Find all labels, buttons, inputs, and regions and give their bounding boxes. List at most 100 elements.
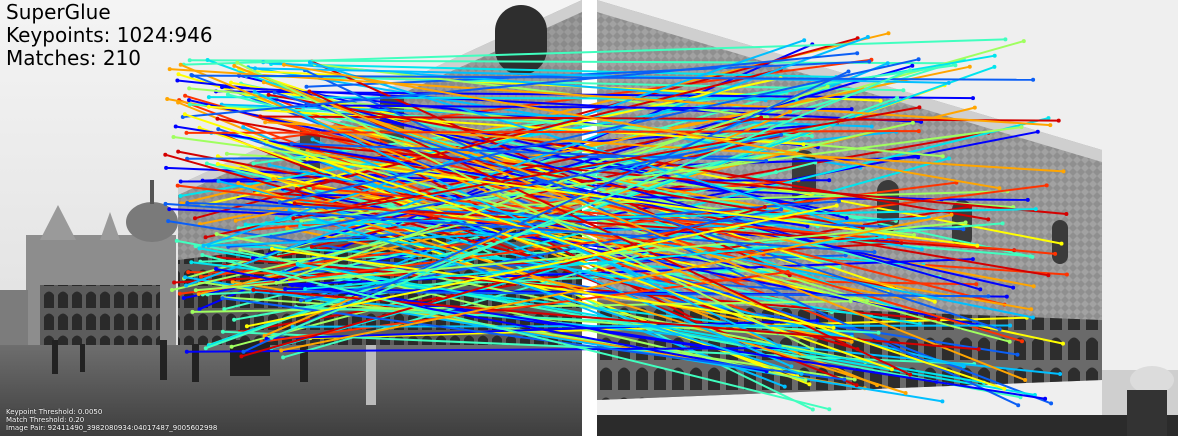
match-line <box>274 91 1001 331</box>
keypoint-marker <box>886 31 891 36</box>
keypoint-marker <box>919 119 924 124</box>
keypoint-marker <box>895 96 900 100</box>
keypoint-marker <box>214 232 219 236</box>
keypoint-marker <box>961 364 966 369</box>
keypoint-marker <box>298 224 303 229</box>
match-line <box>296 68 782 190</box>
keypoint-marker <box>251 287 256 292</box>
keypoint-marker <box>171 135 176 139</box>
keypoint-marker <box>779 132 784 137</box>
match-line <box>218 256 939 321</box>
keypoint-marker <box>836 199 841 204</box>
keypoint-marker <box>287 208 292 213</box>
keypoint-marker <box>307 89 312 94</box>
keypoint-marker <box>1064 272 1069 277</box>
match-line <box>182 52 858 118</box>
keypoint-threshold: Keypoint Threshold: 0.0050 <box>6 408 103 416</box>
keypoint-marker <box>974 282 979 287</box>
keypoint-marker <box>777 343 782 348</box>
keypoint-marker <box>910 63 915 68</box>
keypoint-marker <box>1008 323 1013 328</box>
keypoint-marker <box>224 151 229 156</box>
keypoint-marker <box>220 296 225 301</box>
keypoint-marker <box>170 288 174 292</box>
keypoint-marker <box>178 62 183 67</box>
keypoint-marker <box>1043 396 1048 401</box>
keypoint-marker <box>807 382 812 387</box>
keypoint-marker <box>986 294 991 299</box>
keypoint-marker <box>178 179 183 184</box>
keypoint-marker <box>872 250 877 255</box>
match-line <box>173 136 915 236</box>
keypoint-marker <box>867 59 872 64</box>
keypoint-marker <box>825 84 830 89</box>
keypoint-marker <box>908 372 913 377</box>
keypoint-marker <box>271 177 276 181</box>
keypoint-marker <box>292 201 297 206</box>
keypoint-marker <box>295 261 300 266</box>
keypoint-marker <box>258 114 263 119</box>
keypoint-marker <box>214 266 218 271</box>
match-line <box>273 141 1067 215</box>
match-line <box>177 184 764 256</box>
match-line <box>237 182 906 394</box>
match-line <box>309 61 890 240</box>
keypoint-marker <box>1059 241 1064 246</box>
keypoint-marker <box>177 291 182 296</box>
keypoint-marker <box>810 407 815 412</box>
keypoint-marker <box>294 187 299 191</box>
crowd-right <box>597 415 1178 436</box>
keypoint-marker <box>176 72 181 77</box>
keypoint-marker <box>203 346 208 351</box>
keypoint-marker <box>762 205 767 209</box>
match-line <box>261 271 788 343</box>
match-line <box>184 113 1005 390</box>
keypoint-marker <box>251 161 256 166</box>
keypoint-marker <box>187 98 191 103</box>
keypoint-marker <box>949 212 954 217</box>
keypoint-marker <box>305 156 310 161</box>
keypoint-marker <box>173 124 178 129</box>
match-line <box>205 97 898 350</box>
keypoint-marker <box>1031 284 1036 289</box>
keypoint-marker <box>216 179 221 184</box>
keypoint-marker <box>189 260 194 265</box>
keypoint-marker <box>919 247 924 252</box>
keypoint-marker <box>283 287 288 291</box>
keypoint-marker <box>215 154 220 159</box>
keypoint-marker <box>976 347 981 352</box>
keypoint-marker <box>908 68 913 73</box>
keypoint-marker <box>986 217 991 222</box>
keypoint-marker <box>183 93 188 98</box>
keypoint-marker <box>803 378 808 383</box>
match-line <box>302 94 981 291</box>
match-line <box>236 61 813 350</box>
keypoint-marker <box>970 257 975 262</box>
keypoint-marker <box>764 158 769 163</box>
keypoint-marker <box>940 154 945 159</box>
match-line <box>165 202 875 254</box>
method-title: SuperGlue <box>6 0 111 24</box>
keypoint-marker <box>197 246 202 251</box>
match-line <box>308 90 911 376</box>
keypoint-marker <box>1018 395 1023 400</box>
keypoint-marker <box>827 178 832 183</box>
keypoint-marker <box>789 364 794 369</box>
keypoint-marker <box>220 85 224 90</box>
match-line <box>276 85 828 284</box>
keypoint-marker <box>172 280 177 285</box>
match-line <box>266 140 1010 343</box>
keypoint-marker <box>289 141 294 146</box>
keypoint-marker <box>299 219 304 223</box>
keypoint-marker <box>176 149 181 154</box>
keypoint-marker <box>910 120 915 125</box>
keypoint-marker <box>267 163 272 167</box>
keypoint-marker <box>164 165 169 170</box>
keypoint-marker <box>1061 341 1065 346</box>
keypoint-marker <box>869 124 874 129</box>
keypoint-marker <box>1021 39 1026 44</box>
keypoint-marker <box>274 216 279 221</box>
keypoint-marker <box>1025 197 1030 202</box>
basilica <box>0 180 178 345</box>
match-line <box>227 93 940 279</box>
